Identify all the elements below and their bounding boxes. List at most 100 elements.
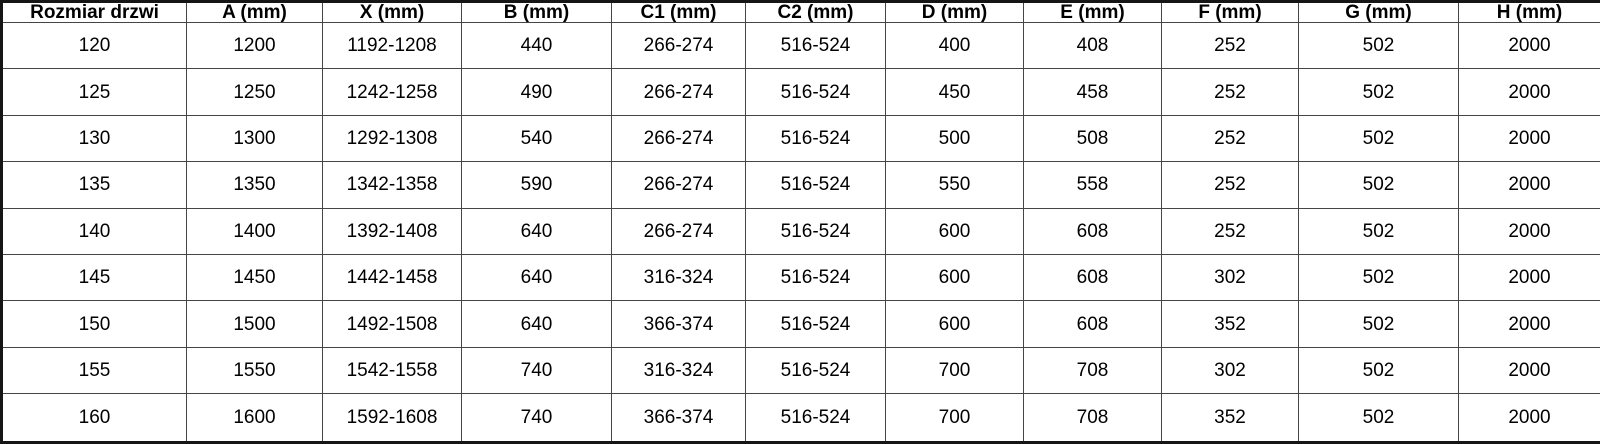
table-cell-r2-c3: 540 <box>461 114 612 163</box>
table-cell-r0-c9: 502 <box>1298 21 1459 70</box>
table-row-1: 125 1250 1242-1258 490 266-274 516-524 450 458 2… <box>1 68 1600 116</box>
table-cell-r7-c7: 708 <box>1023 346 1162 395</box>
table-cell-r6-c4: 366-374 <box>611 300 746 348</box>
table-cell-r8-c2: 1592-1608 <box>322 393 462 443</box>
table-cell-r2-c10: 2000 <box>1458 114 1600 163</box>
table-cell-r3-c6: 550 <box>885 161 1024 209</box>
table-cell-r1-c0: 125 <box>1 68 187 116</box>
table-cell-r1-c2: 1242-1258 <box>322 68 462 116</box>
table-cell-r0-c10: 2000 <box>1458 21 1600 70</box>
table-cell-r0-c4: 266-274 <box>611 21 746 70</box>
table-cell-r5-c1: 1450 <box>186 254 323 302</box>
table-cell-r7-c0: 155 <box>1 346 187 395</box>
table-row-0: 120 1200 1192-1208 440 266-274 516-524 400 408 2… <box>1 21 1600 70</box>
table-cell-r5-c10: 2000 <box>1458 254 1600 302</box>
table-cell-r0-c6: 400 <box>885 21 1024 70</box>
table-cell-r2-c8: 252 <box>1161 114 1299 163</box>
table-cell-r1-c1: 1250 <box>186 68 323 116</box>
header-cell-4: C1 (mm) <box>611 1 746 23</box>
table-cell-r0-c5: 516-524 <box>745 21 886 70</box>
table-cell-r8-c1: 1600 <box>186 393 323 443</box>
table-row-3: 135 1350 1342-1358 590 266-274 516-524 550 558 2… <box>1 161 1600 209</box>
table-cell-r8-c3: 740 <box>461 393 612 443</box>
table-cell-r3-c3: 590 <box>461 161 612 209</box>
header-cell-5: C2 (mm) <box>745 1 886 23</box>
table-cell-r0-c2: 1192-1208 <box>322 21 462 70</box>
table-cell-r8-c5: 516-524 <box>745 393 886 443</box>
header-cell-10: H (mm) <box>1458 1 1600 23</box>
table-cell-r8-c4: 366-374 <box>611 393 746 443</box>
header-cell-6: D (mm) <box>885 1 1024 23</box>
table-cell-r0-c8: 252 <box>1161 21 1299 70</box>
table-cell-r8-c9: 502 <box>1298 393 1459 443</box>
table-cell-r7-c10: 2000 <box>1458 346 1600 395</box>
table-cell-r5-c0: 145 <box>1 254 187 302</box>
table-cell-r8-c7: 708 <box>1023 393 1162 443</box>
table-row-4: 140 1400 1392-1408 640 266-274 516-524 600 608 2… <box>1 207 1600 256</box>
table-cell-r5-c2: 1442-1458 <box>322 254 462 302</box>
table-cell-r0-c0: 120 <box>1 21 187 70</box>
table-cell-r1-c9: 502 <box>1298 68 1459 116</box>
table-cell-r6-c8: 352 <box>1161 300 1299 348</box>
table-cell-r3-c0: 135 <box>1 161 187 209</box>
table-cell-r5-c8: 302 <box>1161 254 1299 302</box>
table-cell-r2-c5: 516-524 <box>745 114 886 163</box>
table-cell-r5-c9: 502 <box>1298 254 1459 302</box>
table-cell-r3-c1: 1350 <box>186 161 323 209</box>
table-cell-r0-c3: 440 <box>461 21 612 70</box>
table-cell-r6-c6: 600 <box>885 300 1024 348</box>
table-cell-r3-c9: 502 <box>1298 161 1459 209</box>
table-cell-r3-c5: 516-524 <box>745 161 886 209</box>
table-cell-r2-c2: 1292-1308 <box>322 114 462 163</box>
table-cell-r5-c4: 316-324 <box>611 254 746 302</box>
table-cell-r3-c7: 558 <box>1023 161 1162 209</box>
table-cell-r7-c3: 740 <box>461 346 612 395</box>
table-cell-r4-c10: 2000 <box>1458 207 1600 256</box>
table-cell-r1-c6: 450 <box>885 68 1024 116</box>
table-cell-r1-c3: 490 <box>461 68 612 116</box>
table-cell-r7-c5: 516-524 <box>745 346 886 395</box>
header-cell-3: B (mm) <box>461 1 612 23</box>
table-cell-r2-c9: 502 <box>1298 114 1459 163</box>
table-cell-r6-c10: 2000 <box>1458 300 1600 348</box>
table-cell-r5-c3: 640 <box>461 254 612 302</box>
table-cell-r5-c5: 516-524 <box>745 254 886 302</box>
table-cell-r2-c6: 500 <box>885 114 1024 163</box>
table-cell-r4-c7: 608 <box>1023 207 1162 256</box>
table-cell-r4-c5: 516-524 <box>745 207 886 256</box>
table-row-6: 150 1500 1492-1508 640 366-374 516-524 600 608 3… <box>1 300 1600 348</box>
table-cell-r8-c10: 2000 <box>1458 393 1600 443</box>
header-cell-9: G (mm) <box>1298 1 1459 23</box>
table-cell-r4-c0: 140 <box>1 207 187 256</box>
header-cell-1: A (mm) <box>186 1 323 23</box>
table-cell-r6-c3: 640 <box>461 300 612 348</box>
header-cell-2: X (mm) <box>322 1 462 23</box>
table-cell-r8-c8: 352 <box>1161 393 1299 443</box>
table-body: 120 1200 1192-1208 440 266-274 516-524 400 408 2… <box>1 21 1600 443</box>
header-cell-8: F (mm) <box>1161 1 1299 23</box>
table-cell-r1-c7: 458 <box>1023 68 1162 116</box>
table-cell-r2-c4: 266-274 <box>611 114 746 163</box>
table-row-2: 130 1300 1292-1308 540 266-274 516-524 500 508 2… <box>1 114 1600 163</box>
table-cell-r6-c7: 608 <box>1023 300 1162 348</box>
table-cell-r8-c6: 700 <box>885 393 1024 443</box>
table-cell-r6-c0: 150 <box>1 300 187 348</box>
table-cell-r4-c9: 502 <box>1298 207 1459 256</box>
table-cell-r7-c9: 502 <box>1298 346 1459 395</box>
table-cell-r2-c0: 130 <box>1 114 187 163</box>
table-cell-r6-c9: 502 <box>1298 300 1459 348</box>
table-cell-r7-c8: 302 <box>1161 346 1299 395</box>
table-cell-r0-c1: 1200 <box>186 21 323 70</box>
header-cell-0: Rozmiar drzwi <box>1 1 187 23</box>
table-cell-r7-c4: 316-324 <box>611 346 746 395</box>
table-cell-r4-c8: 252 <box>1161 207 1299 256</box>
table-cell-r1-c5: 516-524 <box>745 68 886 116</box>
table-cell-r1-c8: 252 <box>1161 68 1299 116</box>
table-cell-r6-c1: 1500 <box>186 300 323 348</box>
table-cell-r5-c6: 600 <box>885 254 1024 302</box>
table-cell-r4-c1: 1400 <box>186 207 323 256</box>
table-cell-r3-c2: 1342-1358 <box>322 161 462 209</box>
table-cell-r1-c10: 2000 <box>1458 68 1600 116</box>
table-row-5: 145 1450 1442-1458 640 316-324 516-524 600 608 3… <box>1 254 1600 302</box>
table-cell-r7-c1: 1550 <box>186 346 323 395</box>
